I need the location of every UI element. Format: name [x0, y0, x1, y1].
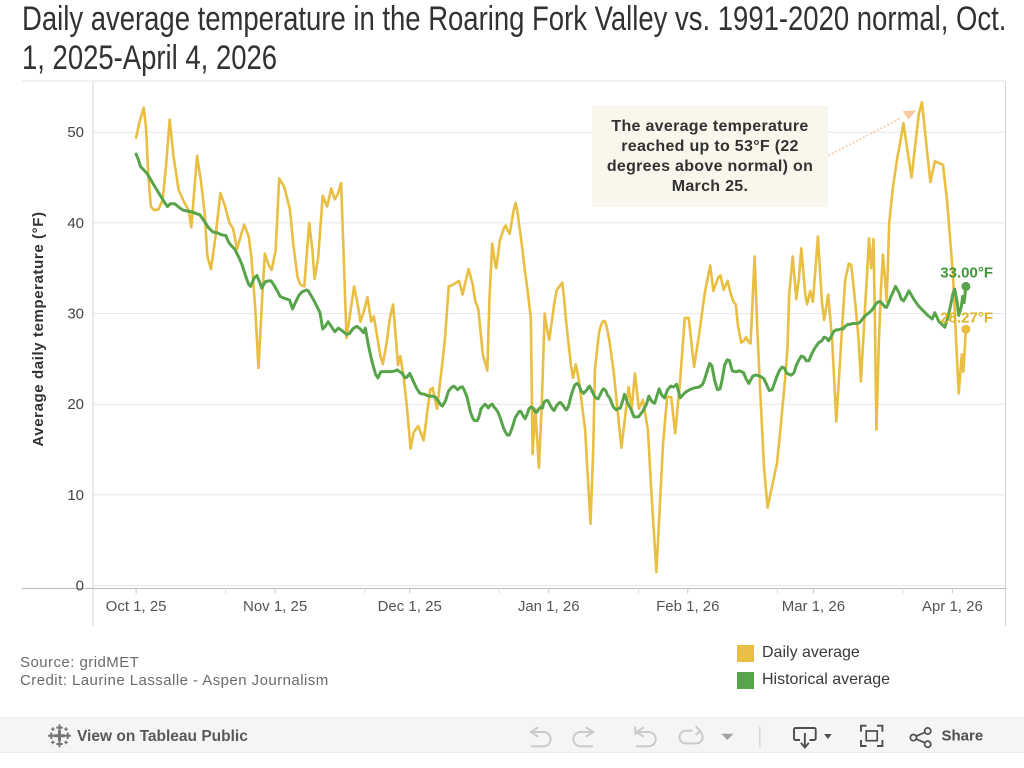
- svg-text:Jan 1, 26: Jan 1, 26: [518, 598, 580, 615]
- svg-text:0: 0: [76, 578, 84, 595]
- svg-text:Oct 1, 25: Oct 1, 25: [106, 598, 167, 615]
- svg-text:reached up to 53°F (22: reached up to 53°F (22: [621, 138, 799, 155]
- svg-text:degrees above normal) on: degrees above normal) on: [607, 158, 813, 175]
- svg-text:30: 30: [67, 306, 84, 323]
- svg-text:March 25.: March 25.: [672, 178, 749, 195]
- svg-text:Average daily temperature (°F): Average daily temperature (°F): [30, 211, 47, 446]
- svg-text:20: 20: [67, 396, 84, 413]
- svg-text:33.00°F: 33.00°F: [940, 265, 993, 282]
- svg-text:Dec 1, 25: Dec 1, 25: [378, 598, 442, 615]
- svg-text:Nov 1, 25: Nov 1, 25: [243, 598, 307, 615]
- svg-text:Apr 1, 26: Apr 1, 26: [922, 598, 983, 615]
- svg-text:Share: Share: [942, 728, 984, 745]
- svg-text:The average temperature: The average temperature: [611, 118, 808, 135]
- svg-text:10: 10: [67, 487, 84, 504]
- svg-text:50: 50: [67, 124, 84, 141]
- svg-text:Feb 1, 26: Feb 1, 26: [656, 598, 719, 615]
- svg-text:40: 40: [67, 215, 84, 232]
- svg-text:28.27°F: 28.27°F: [940, 310, 993, 327]
- svg-text:Mar 1, 26: Mar 1, 26: [782, 598, 845, 615]
